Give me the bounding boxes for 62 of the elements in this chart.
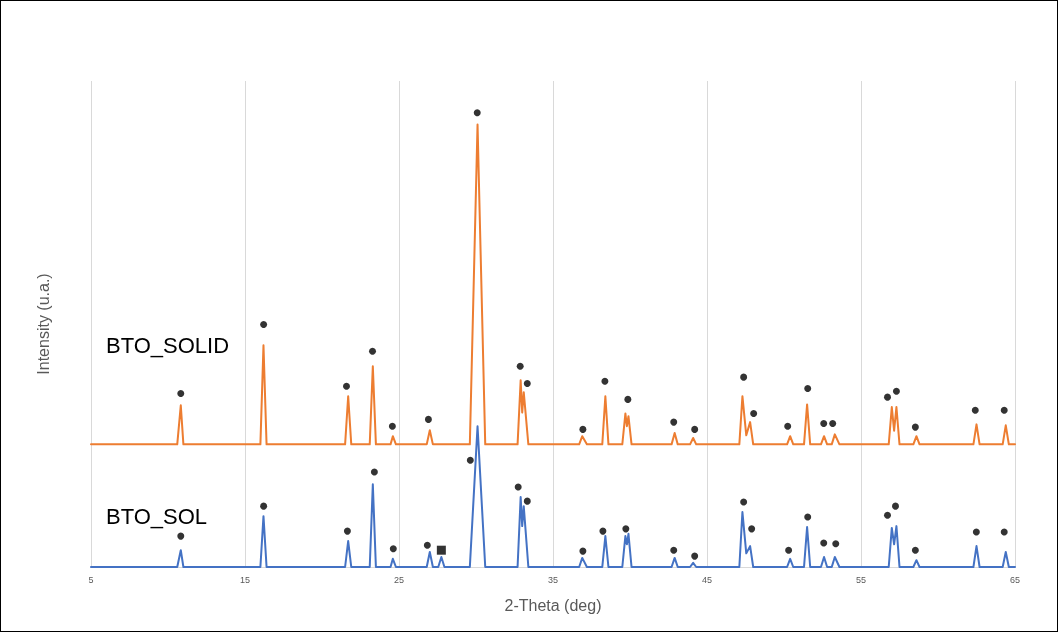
point: [514, 483, 522, 491]
point: [370, 468, 378, 476]
point: [804, 385, 812, 392]
point: [911, 423, 919, 431]
point: [369, 347, 377, 355]
point: [260, 320, 268, 328]
point: [832, 540, 840, 548]
point: [804, 513, 812, 521]
point: [884, 393, 891, 401]
x-tick-label: 55: [855, 574, 867, 585]
point: [670, 418, 678, 426]
x-tick-label: 15: [239, 574, 251, 585]
x-tick-label: 25: [393, 574, 405, 585]
x-tick-label: 65: [1009, 574, 1021, 585]
point: [423, 541, 431, 549]
point: [601, 377, 609, 385]
point: [579, 425, 587, 433]
point: [740, 373, 748, 381]
point: [523, 497, 531, 505]
point: [516, 362, 524, 370]
x-tick-label: 5: [88, 574, 94, 585]
point: [972, 528, 980, 536]
point: [260, 502, 268, 510]
x-tick-label: 35: [547, 574, 559, 585]
point: [829, 419, 837, 427]
y-axis-title: Intensity (u.a.): [34, 273, 52, 375]
point: [424, 415, 432, 423]
point: [750, 409, 758, 417]
point: [892, 387, 900, 395]
point: [1000, 406, 1008, 414]
point: [691, 552, 699, 560]
point: [599, 527, 607, 535]
point: [177, 390, 185, 397]
series-label: BTO_SOLID: [106, 332, 230, 358]
point: [820, 419, 828, 427]
point: [691, 425, 699, 433]
point: [670, 546, 678, 554]
point: [740, 498, 748, 506]
point: [342, 382, 350, 390]
point: [748, 525, 756, 533]
x-axis-title: 2-Theta (deg): [504, 596, 602, 614]
point: [579, 547, 587, 555]
point: [343, 527, 351, 535]
point: [523, 380, 531, 387]
point: [473, 109, 481, 117]
point: [820, 539, 828, 547]
point: [389, 545, 397, 553]
x-tick-label: 45: [701, 574, 713, 585]
point: [624, 395, 632, 403]
point: [892, 502, 899, 510]
point: [1000, 528, 1008, 536]
point: [911, 546, 919, 554]
series-label: BTO_SOL: [106, 503, 208, 529]
point: [622, 525, 630, 533]
point: [388, 422, 396, 430]
point: [971, 406, 979, 414]
point: [466, 456, 474, 464]
point: [177, 532, 185, 540]
point: [785, 546, 793, 554]
point: [884, 511, 891, 519]
point: [436, 545, 446, 555]
point: [784, 422, 792, 430]
